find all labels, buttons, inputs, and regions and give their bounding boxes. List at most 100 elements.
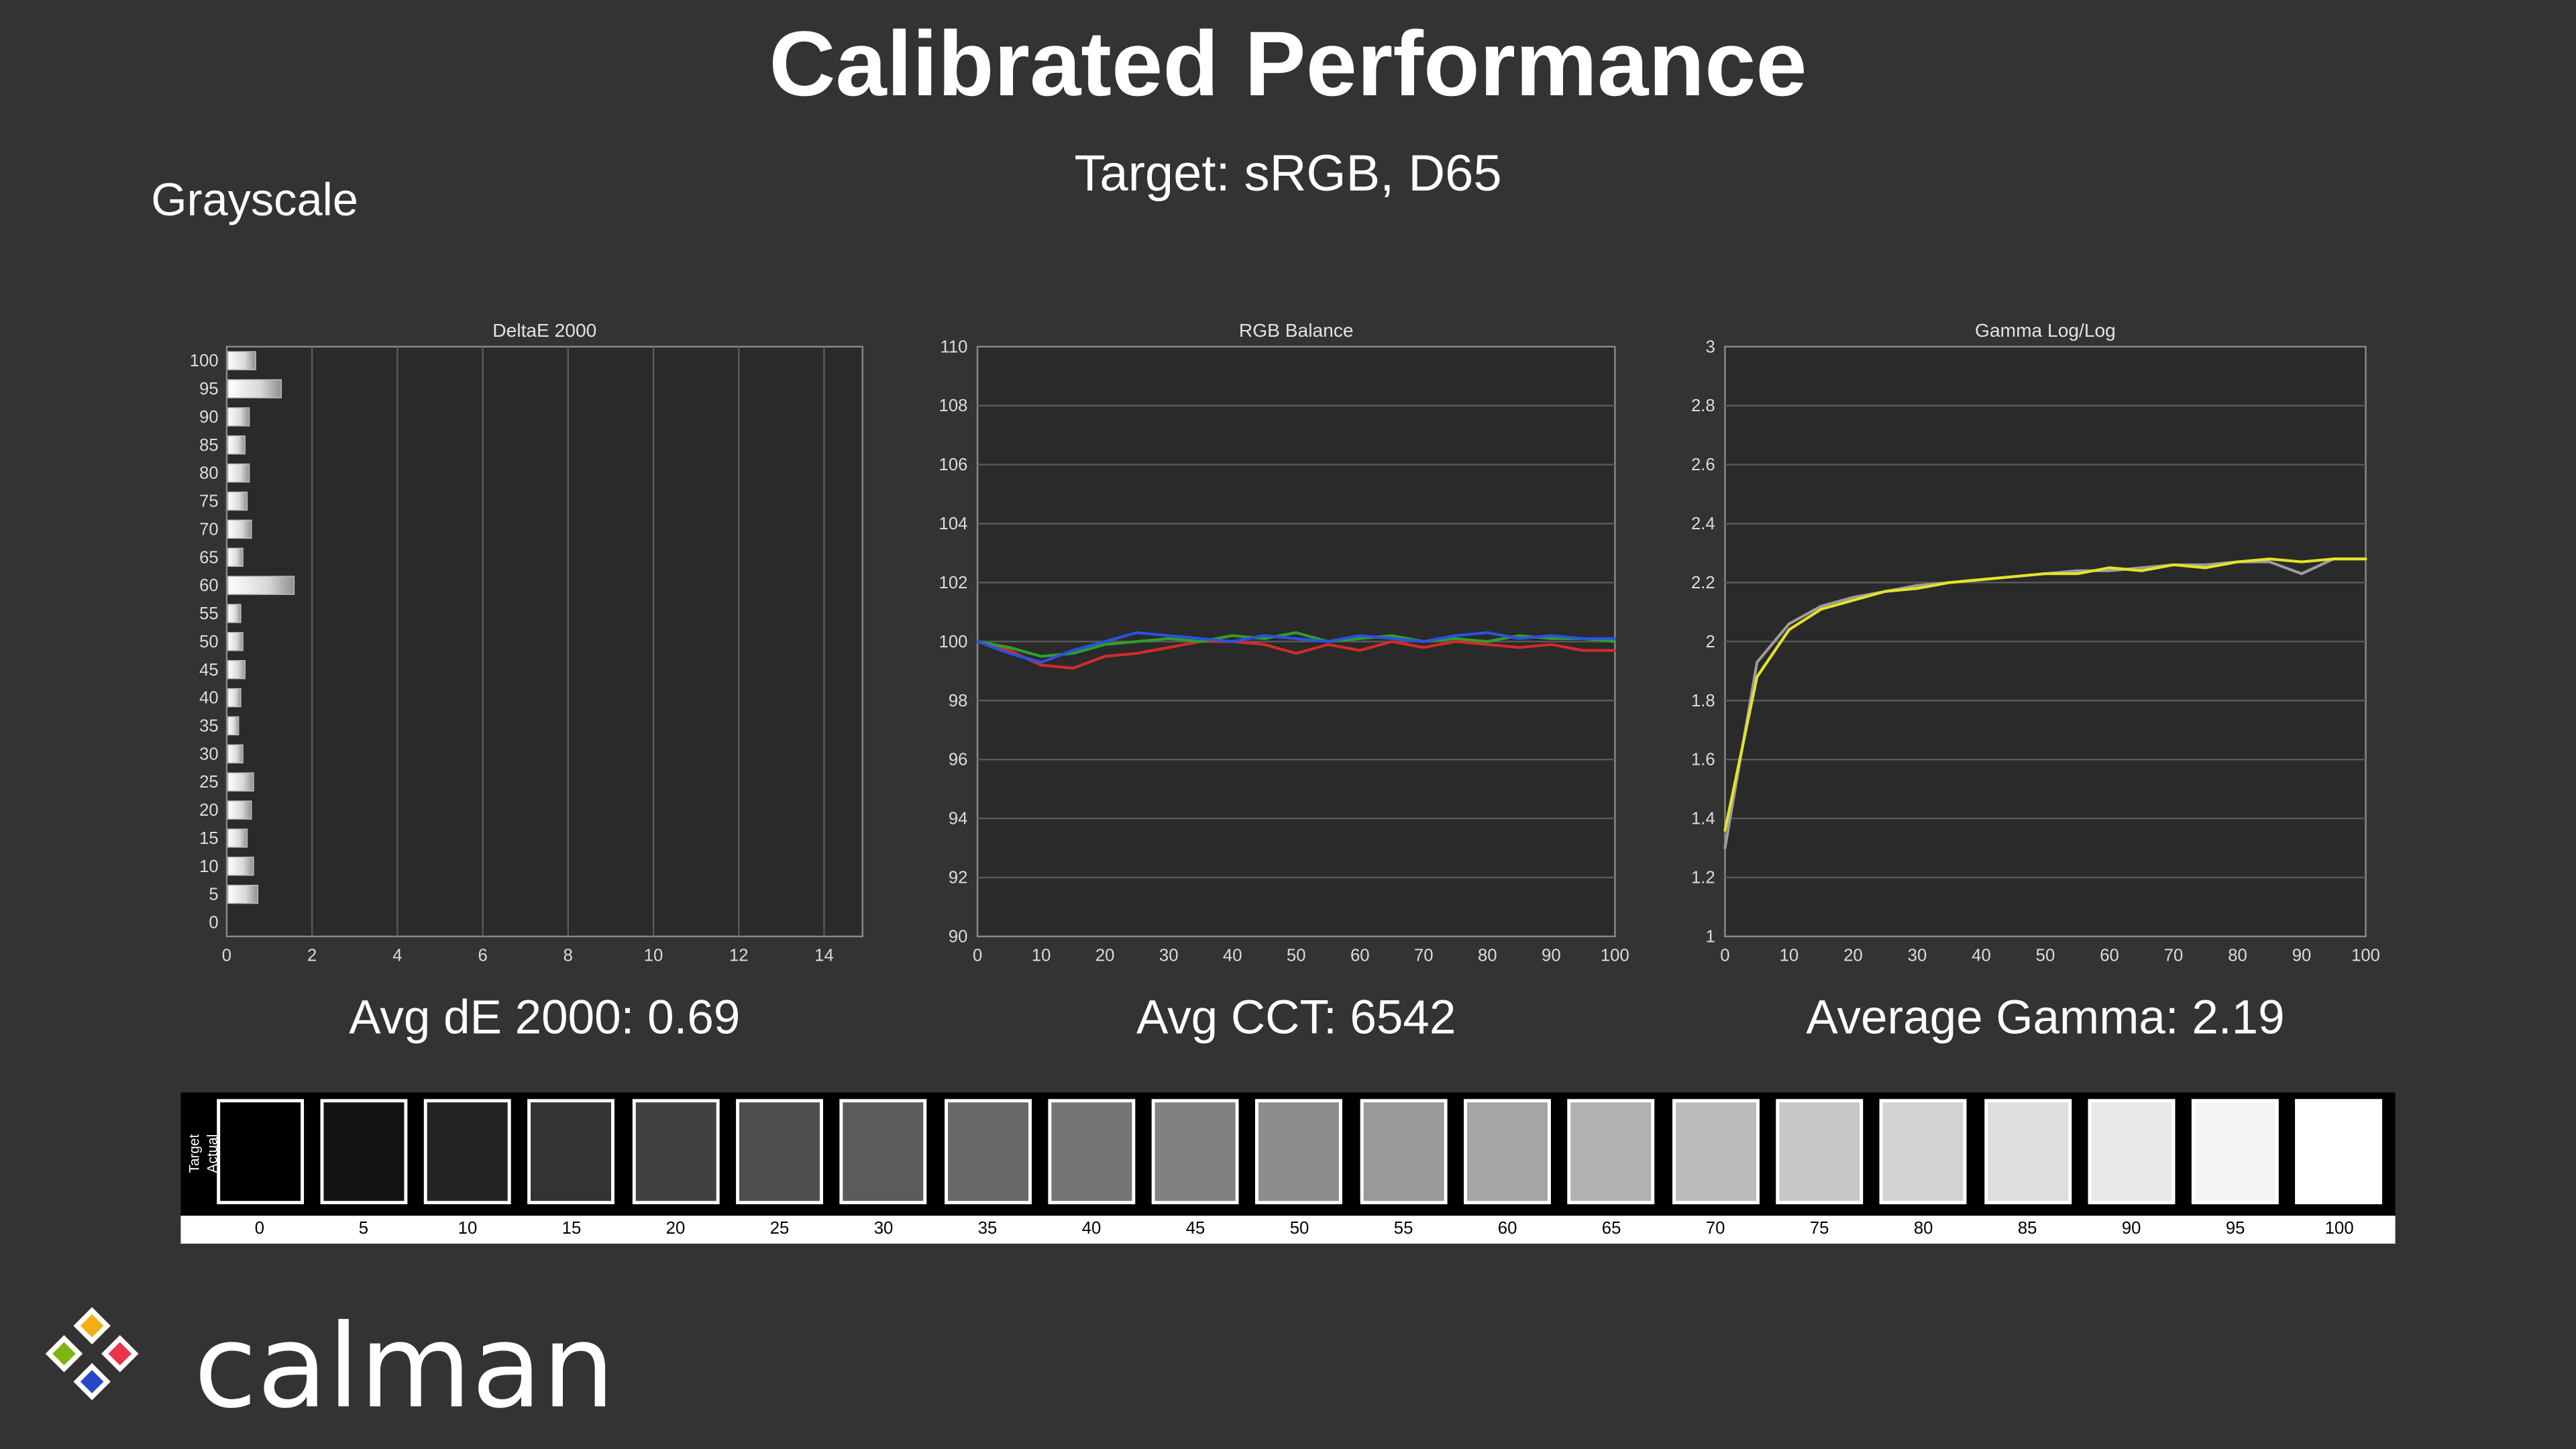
ramp-swatch-60 [1464, 1099, 1551, 1205]
ramp-swatch-90 [2088, 1099, 2176, 1205]
tick-label: 96 [949, 751, 968, 769]
tick-label: 0 [222, 947, 231, 965]
deltae-bar-65 [227, 547, 244, 567]
tick-label: 2.2 [1691, 574, 1715, 592]
deltae-bar-40 [227, 688, 241, 708]
ramp-column-60: 60 [1462, 1093, 1554, 1244]
tick-label: 6 [478, 947, 487, 965]
tick-label: 1.8 [1691, 692, 1715, 710]
ramp-column-25: 25 [733, 1093, 825, 1244]
tick-label: 15 [199, 829, 219, 848]
tick-label: 106 [939, 455, 968, 474]
ramp-swatch-40 [1048, 1099, 1135, 1205]
ramp-column-5: 5 [317, 1093, 409, 1244]
ramp-axis-bar [180, 1216, 2396, 1244]
ramp-swatch-65 [1568, 1099, 1656, 1205]
tick-label: 12 [729, 947, 749, 965]
ramp-swatch-20 [632, 1099, 719, 1205]
deltae-chart-title: DeltaE 2000 [492, 322, 597, 342]
tick-label: 95 [199, 380, 219, 398]
page-subtitle: Target: sRGB, D65 [1074, 144, 1502, 203]
tick-label: 70 [199, 520, 219, 539]
logo-diamond-blue-icon [73, 1362, 111, 1401]
deltae-bar-10 [227, 857, 254, 876]
grayscale-ramp: Target Actual 0 5 10 15 20 25 30 35 40 45 50 55 60 65… [180, 1092, 2396, 1244]
tick-label: 2.6 [1691, 455, 1715, 474]
tick-label: 100 [2351, 947, 2380, 965]
tick-label: 50 [2036, 947, 2055, 965]
ramp-swatch-35 [944, 1099, 1031, 1205]
tick-label: 10 [1032, 947, 1051, 965]
tick-label: 80 [2228, 947, 2247, 965]
ramp-swatch-label: 35 [977, 1219, 998, 1239]
tick-label: 14 [814, 947, 834, 965]
tick-label: 100 [1601, 947, 1629, 965]
ramp-target-label: Target [185, 1134, 203, 1173]
tick-label: 90 [949, 927, 968, 946]
deltae-bar-90 [227, 407, 250, 427]
ramp-column-70: 70 [1670, 1093, 1762, 1244]
ramp-swatch-label: 30 [873, 1219, 894, 1239]
tick-label: 90 [1542, 947, 1561, 965]
ramp-swatch-30 [840, 1099, 927, 1205]
ramp-side-labels: Target Actual [185, 1099, 220, 1208]
logo-diamond-red-icon [101, 1335, 139, 1373]
ramp-column-20: 20 [629, 1093, 721, 1244]
rgb-balance-chart-title: RGB Balance [1238, 322, 1354, 342]
ramp-swatch-50 [1256, 1099, 1343, 1205]
ramp-swatch-label: 95 [2225, 1219, 2245, 1239]
tick-label: 40 [199, 689, 219, 708]
ramp-swatch-5 [320, 1099, 407, 1205]
deltae-bar-20 [227, 800, 252, 820]
page-title: Calibrated Performance [769, 11, 1807, 115]
tick-label: 2 [1705, 633, 1715, 651]
tick-label: 40 [1972, 947, 1991, 965]
ramp-column-30: 30 [837, 1093, 929, 1244]
tick-label: 102 [939, 574, 968, 592]
deltae-bar-60 [227, 576, 295, 595]
ramp-swatch-80 [1880, 1099, 1968, 1205]
ramp-swatch-label: 65 [1601, 1219, 1621, 1239]
avg-deltae-value: Avg dE 2000: 0.69 [349, 992, 741, 1045]
deltae-chart-canvas: 0 2 4 6 8 10 12 1410095908580757065605550454035… [190, 345, 863, 965]
tick-label: 90 [2292, 947, 2312, 965]
tick-label: 50 [199, 633, 219, 651]
ramp-swatch-55 [1360, 1099, 1447, 1205]
tick-label: 100 [190, 352, 219, 370]
tick-label: 80 [1478, 947, 1497, 965]
ramp-column-15: 15 [525, 1093, 617, 1244]
tick-label: 1.6 [1691, 751, 1715, 769]
ramp-swatch-label: 45 [1185, 1219, 1205, 1239]
ramp-swatch-label: 80 [1913, 1219, 1933, 1239]
tick-label: 8 [564, 947, 573, 965]
tick-label: 70 [1414, 947, 1434, 965]
tick-label: 20 [1095, 947, 1115, 965]
deltae-bar-50 [227, 632, 244, 651]
tick-label: 0 [973, 947, 982, 965]
tick-label: 20 [1843, 947, 1863, 965]
tick-label: 30 [199, 745, 219, 763]
tick-label: 80 [199, 464, 219, 483]
tick-label: 94 [949, 810, 968, 828]
ramp-column-0: 0 [213, 1093, 305, 1244]
ramp-swatch-label: 5 [358, 1219, 369, 1239]
ramp-swatch-70 [1672, 1099, 1760, 1205]
tick-label: 10 [199, 857, 219, 876]
ramp-swatch-label: 70 [1705, 1219, 1725, 1239]
ramp-swatch-label: 85 [2017, 1219, 2037, 1239]
ramp-swatch-label: 50 [1289, 1219, 1309, 1239]
deltae-bar-75 [227, 491, 248, 511]
deltae-bar-55 [227, 604, 241, 623]
gamma-chart-title: Gamma Log/Log [1975, 322, 2116, 342]
tick-label: 60 [1350, 947, 1370, 965]
tick-label: 20 [199, 801, 219, 820]
deltae-bar-70 [227, 519, 252, 539]
tick-label: 35 [199, 716, 219, 735]
rgb-balance-chart-canvas: 110 108 106 104 102 100 98 96 94 92 90 0 10 20 30 40 50 6… [939, 337, 1629, 965]
tick-label: 110 [940, 337, 967, 356]
ramp-column-80: 80 [1878, 1093, 1970, 1244]
ramp-column-40: 40 [1045, 1093, 1137, 1244]
ramp-swatch-label: 10 [458, 1219, 478, 1239]
tick-label: 1 [1705, 927, 1715, 946]
tick-label: 4 [392, 947, 402, 965]
